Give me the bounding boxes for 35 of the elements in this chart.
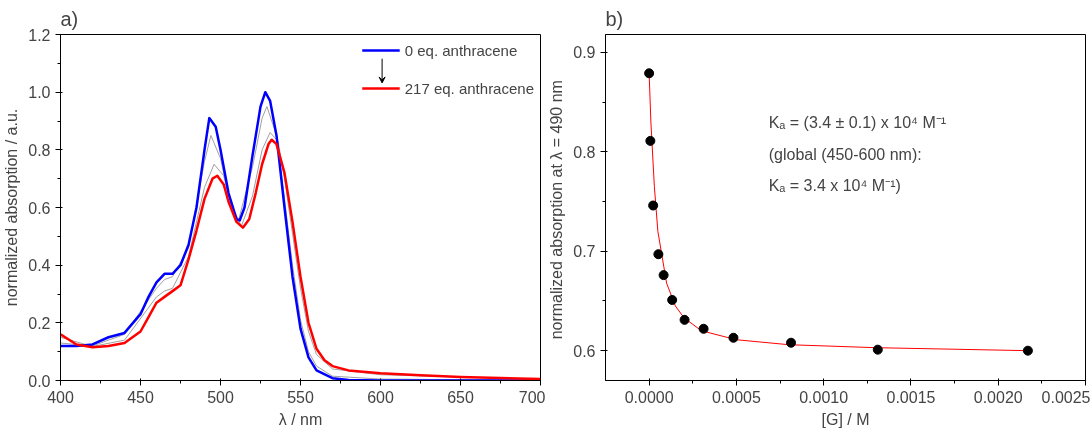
x-tick-label: 0.0010 bbox=[799, 388, 849, 406]
x-tick-label: 600 bbox=[367, 388, 394, 406]
y-tick-label: 0.2 bbox=[28, 314, 51, 332]
y-tick-label: 0.0 bbox=[28, 372, 51, 390]
x-tick-label: 0.0020 bbox=[973, 388, 1023, 406]
x-axis-title: λ / nm bbox=[278, 410, 323, 428]
x-tick-label: 450 bbox=[127, 388, 154, 406]
x-tick-label: 0.0000 bbox=[624, 388, 674, 406]
y-axis-title: normalized absorption at λ = 490 nm bbox=[548, 80, 566, 340]
annotation: Kₐ = (3.4 ± 0.1) x 10⁴ M⁻¹ bbox=[768, 114, 947, 132]
y-tick-label: 0.6 bbox=[28, 199, 51, 217]
x-axis-title: [G] / M bbox=[821, 410, 870, 428]
annotation: (global (450-600 nm): bbox=[768, 145, 922, 163]
x-tick-label: 0.0015 bbox=[886, 388, 936, 406]
x-tick-label: 500 bbox=[207, 388, 234, 406]
y-tick-label: 0.6 bbox=[573, 342, 596, 360]
y-tick-label: 1.2 bbox=[28, 26, 51, 44]
x-tick-label: 400 bbox=[47, 388, 74, 406]
x-tick-label: 700 bbox=[518, 388, 546, 406]
annotation: Kₐ = 3.4 x 10⁴ M⁻¹) bbox=[768, 176, 901, 194]
y-tick-label: 0.9 bbox=[573, 44, 596, 62]
y-tick-label: 0.7 bbox=[573, 243, 596, 261]
y-axis-title: normalized absorption / a.u. bbox=[3, 108, 21, 307]
legend-label: 0 eq. anthracene bbox=[404, 41, 518, 59]
y-tick-label: 0.4 bbox=[28, 257, 51, 275]
chart-title: b) bbox=[605, 7, 624, 30]
x-tick-label: 0.0005 bbox=[711, 388, 761, 406]
y-tick-label: 0.8 bbox=[28, 141, 51, 159]
x-tick-label: 550 bbox=[287, 388, 314, 406]
x-tick-label: 650 bbox=[447, 388, 474, 406]
x-tick-label: 0.0025 bbox=[1041, 388, 1091, 406]
legend-label: 217 eq. anthracene bbox=[404, 79, 534, 97]
y-tick-label: 0.8 bbox=[573, 143, 596, 161]
y-tick-label: 1.0 bbox=[28, 84, 51, 102]
chart-title: a) bbox=[60, 7, 79, 30]
